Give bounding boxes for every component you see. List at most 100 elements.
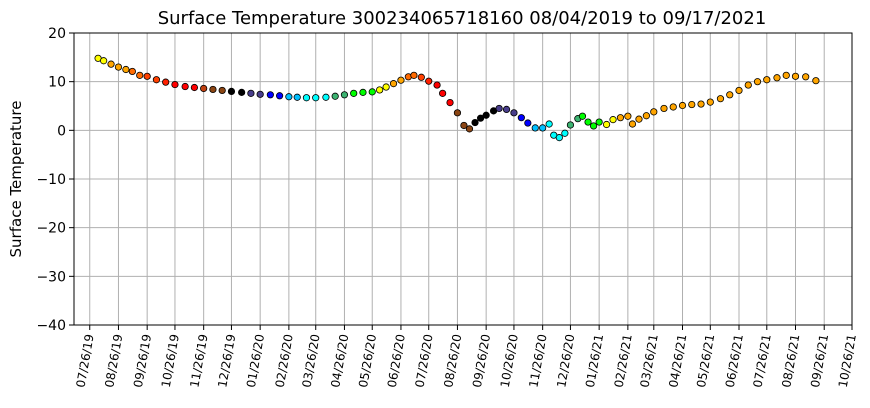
data-point [744, 81, 752, 89]
data-point [100, 57, 108, 65]
data-point [688, 100, 696, 109]
data-point [433, 81, 441, 89]
data-point [376, 86, 384, 94]
x-tick-label: 12/26/20 [554, 333, 577, 389]
x-tick-label: 03/26/21 [638, 333, 661, 389]
data-point [791, 72, 800, 80]
data-point [669, 103, 677, 111]
x-tick-label: 02/26/20 [273, 333, 296, 389]
x-tick-label: 10/26/19 [159, 333, 182, 389]
data-point [735, 86, 743, 95]
data-point [152, 76, 161, 84]
data-point [476, 114, 485, 122]
data-point [471, 118, 479, 127]
data-point [128, 67, 136, 76]
data-point [545, 120, 553, 128]
data-point [143, 72, 151, 80]
data-point [566, 121, 575, 129]
data-point [302, 94, 311, 102]
x-tick-label: 02/26/21 [612, 333, 635, 389]
x-tick-label: 11/26/20 [526, 333, 549, 389]
data-point [609, 116, 617, 124]
x-tick-label: 04/26/21 [666, 333, 689, 389]
data-point [502, 105, 511, 114]
x-tick-label: 06/26/20 [385, 333, 408, 389]
data-point [524, 119, 532, 127]
data-point [389, 80, 398, 88]
data-point [460, 121, 468, 130]
data-point [660, 104, 668, 113]
x-tick-label: 09/26/19 [131, 333, 154, 389]
data-point [331, 92, 339, 100]
data-point [122, 65, 130, 74]
data-points [94, 54, 820, 142]
data-point [510, 109, 518, 117]
data-point [238, 88, 246, 96]
data-point [285, 93, 293, 101]
data-point [200, 84, 208, 93]
data-point [312, 94, 320, 102]
data-point [350, 89, 358, 97]
x-tick-label: 07/26/21 [751, 333, 774, 389]
data-point [107, 60, 115, 68]
data-point [517, 114, 525, 122]
data-point [382, 83, 390, 91]
data-point [227, 87, 236, 96]
x-tick-label: 05/26/21 [694, 333, 717, 389]
x-tick-label: 01/26/21 [583, 333, 606, 389]
data-point [439, 89, 447, 97]
y-tick-label: −10 [36, 172, 66, 188]
data-point [368, 88, 376, 96]
data-point [555, 134, 563, 142]
data-point [578, 112, 587, 120]
data-point [539, 124, 547, 132]
x-tick-label: 08/26/20 [441, 333, 464, 389]
data-point [293, 93, 301, 101]
data-point [114, 63, 123, 71]
data-point [359, 88, 367, 96]
x-tick-label: 03/26/20 [300, 333, 323, 389]
data-point [782, 71, 790, 79]
x-tick-label: 09/26/20 [470, 333, 493, 389]
x-tick-label: 04/26/20 [328, 333, 351, 389]
data-point [340, 91, 349, 99]
data-point [266, 91, 274, 99]
chart-title: Surface Temperature 300234065718160 08/0… [158, 8, 767, 29]
y-tick-label: 10 [48, 75, 66, 91]
data-point [697, 100, 705, 108]
data-point [162, 78, 170, 86]
data-point [812, 77, 820, 85]
x-tick-label: 07/26/20 [413, 333, 436, 389]
x-tick-label: 10/26/20 [498, 333, 521, 389]
data-point [726, 91, 734, 99]
grid [74, 32, 853, 326]
data-point [247, 89, 255, 97]
data-point [482, 111, 490, 119]
data-point [209, 85, 217, 94]
data-point [181, 82, 189, 91]
x-tick-label: 06/26/21 [723, 333, 746, 389]
y-tick-label: 20 [48, 26, 66, 42]
y-tick-label: −40 [36, 318, 66, 334]
data-point [465, 125, 474, 133]
data-point [218, 86, 226, 95]
x-tick-label: 11/26/19 [187, 333, 210, 389]
data-point [425, 77, 433, 85]
y-ticks: 20 10 0 −10 −20 −30 −40 [36, 26, 74, 334]
data-point [256, 90, 264, 98]
x-tick-label: 10/26/21 [836, 333, 859, 389]
y-tick-label: −30 [36, 269, 66, 285]
x-tick-label: 08/26/19 [102, 333, 125, 389]
data-point [802, 73, 810, 81]
data-point [417, 73, 425, 81]
data-point [753, 78, 762, 86]
data-point [171, 80, 179, 89]
data-point [716, 95, 725, 103]
x-tick-label: 12/26/19 [215, 333, 238, 389]
y-tick-label: 0 [57, 123, 66, 139]
data-point [763, 76, 771, 84]
x-ticks: 07/26/19 08/26/19 09/26/19 10/26/19 11/26/19… [74, 325, 859, 389]
data-point [410, 71, 418, 79]
data-point [635, 115, 643, 123]
